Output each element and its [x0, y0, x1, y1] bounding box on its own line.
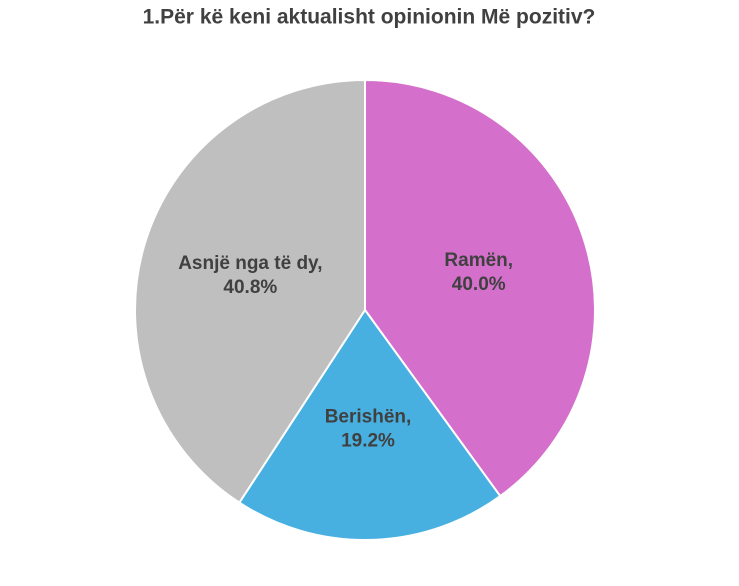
slice-category-label: Ramën,: [444, 250, 513, 271]
slice-category-label: Asnjë nga të dy,: [178, 253, 322, 274]
pie-slice: [237, 308, 502, 541]
slice-value-label: 40.0%: [452, 274, 506, 295]
pie-slice: [364, 78, 596, 498]
chart-title: 1.Për kë keni aktualisht opinionin Më po…: [143, 6, 596, 29]
slice-value-label: 19.2%: [341, 431, 395, 452]
pie-slice: [134, 78, 366, 505]
slice-category-label: Berishën,: [325, 407, 412, 428]
slice-value-label: 40.8%: [223, 277, 277, 298]
